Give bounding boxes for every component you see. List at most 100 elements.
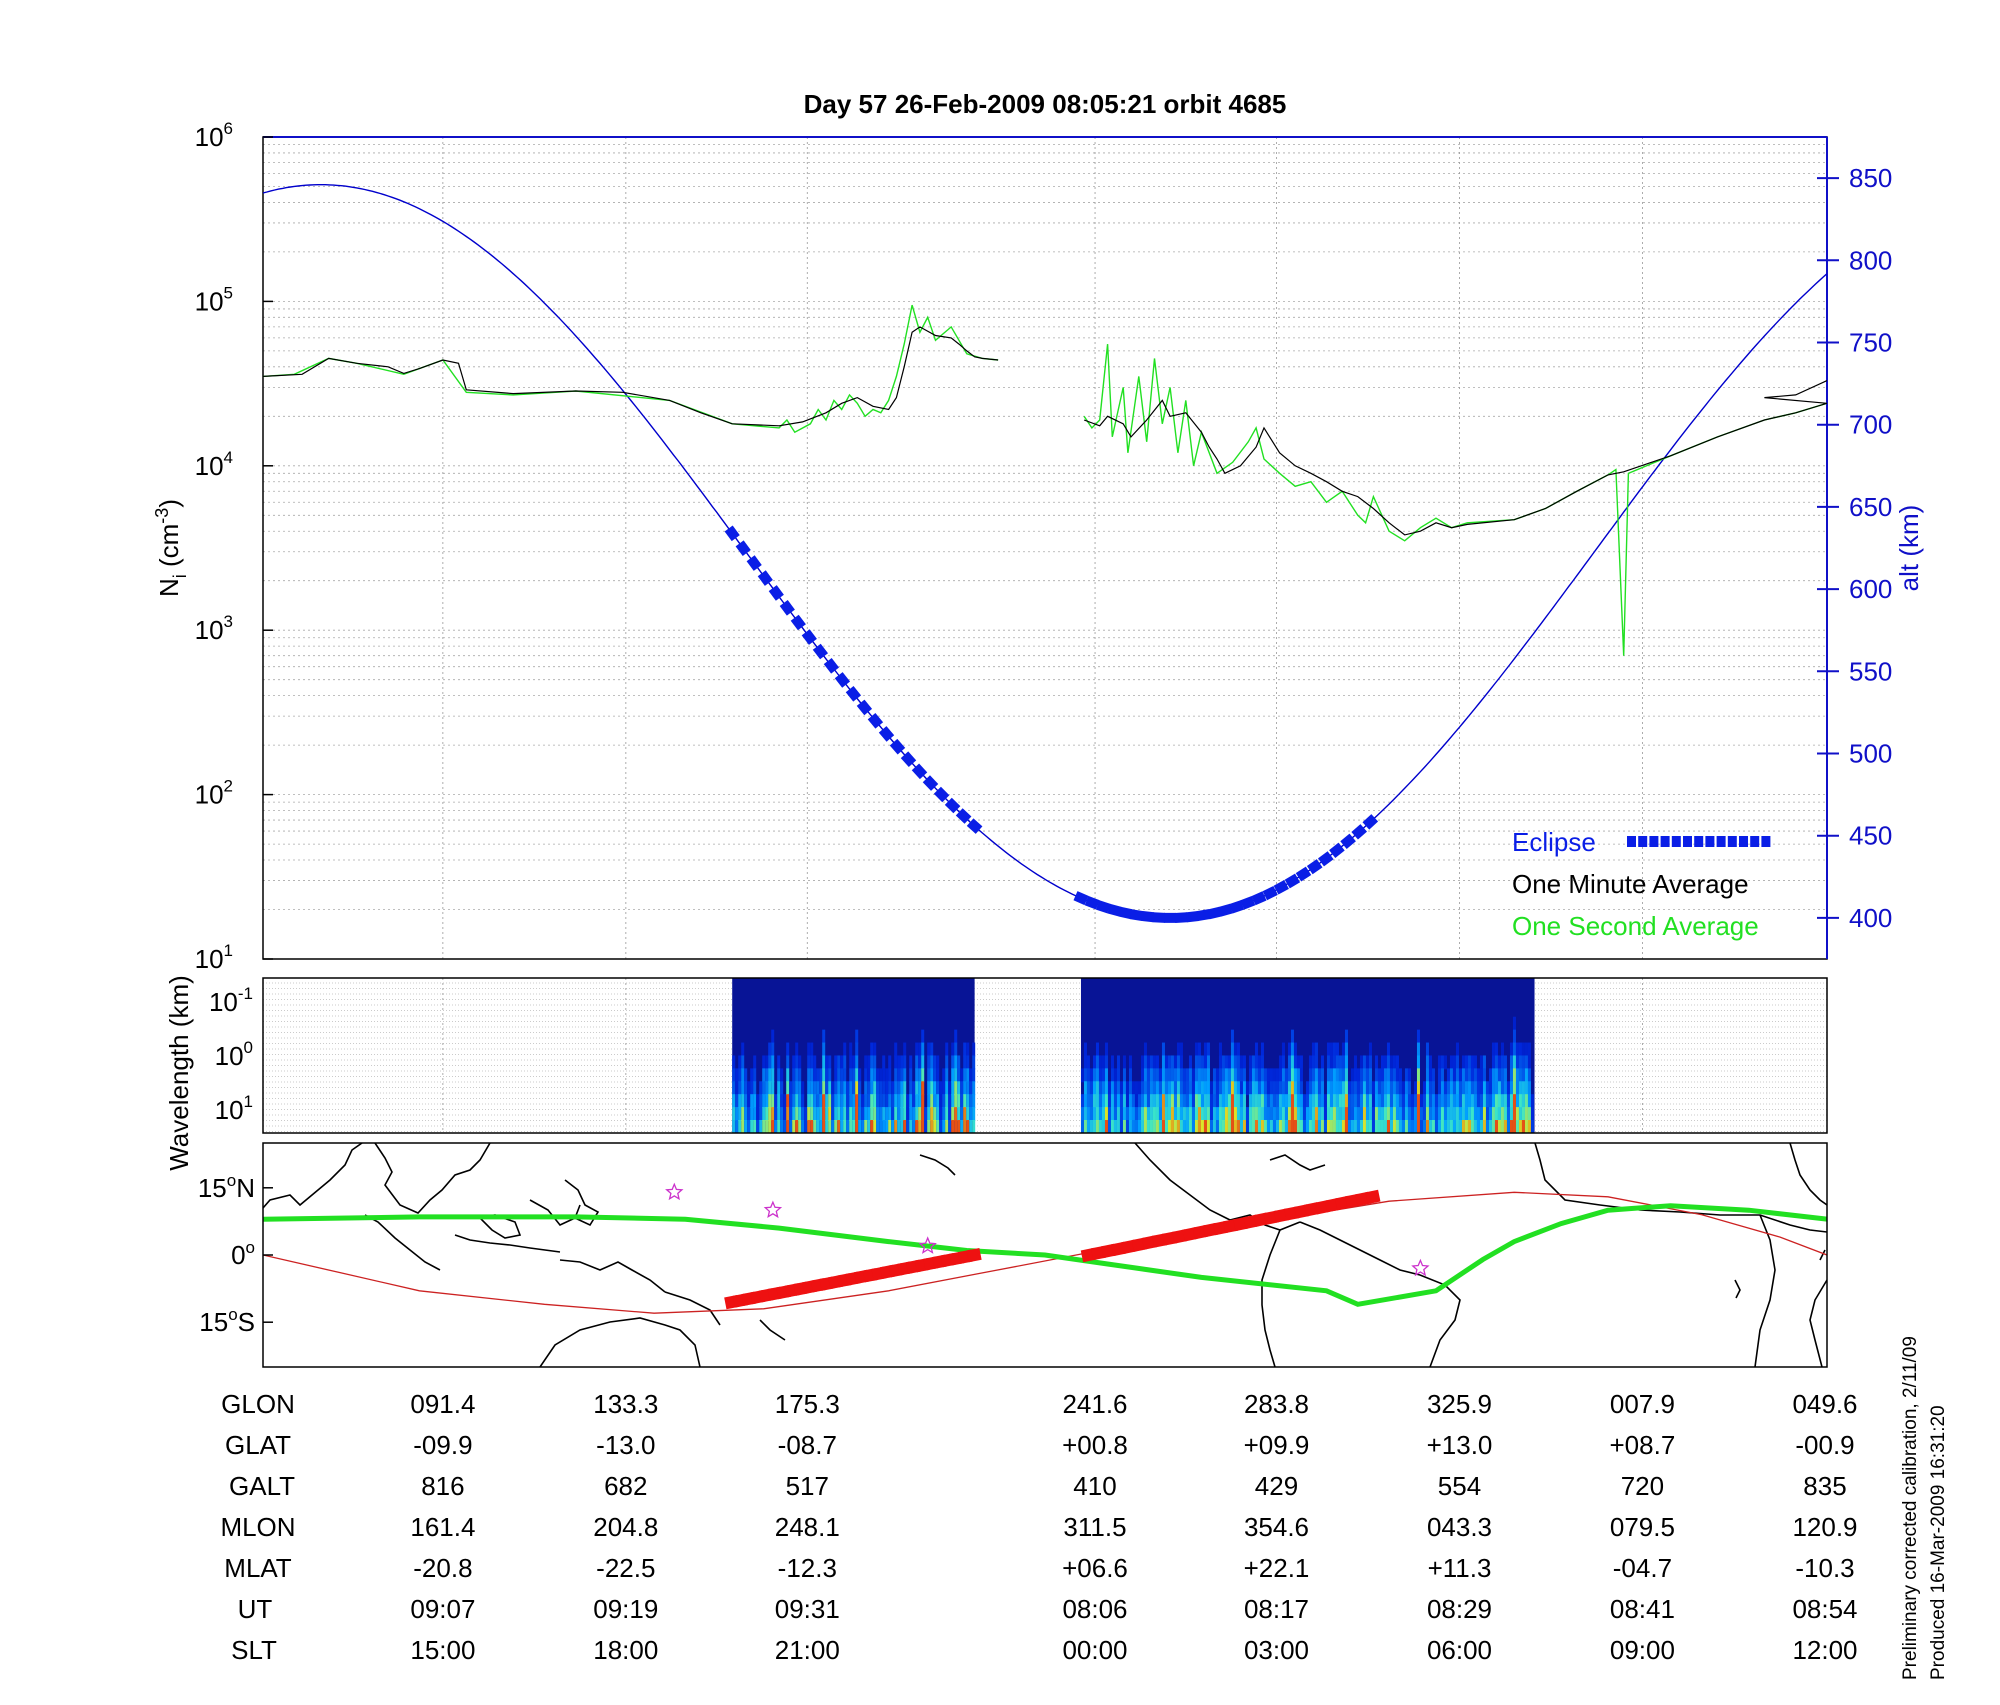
orbit-cell: 283.8	[1244, 1389, 1309, 1419]
spectrogram-cell	[1374, 1081, 1378, 1096]
spectrogram-cell	[945, 1055, 949, 1070]
spectrogram-cell	[1455, 1120, 1459, 1133]
spectrogram-cell	[1368, 1081, 1372, 1096]
spectrogram-cell	[897, 1081, 901, 1096]
spectrogram-cell	[828, 1081, 832, 1096]
spectrogram-cell	[1518, 1120, 1522, 1133]
spectrogram-cell	[1515, 1055, 1519, 1070]
spectrogram-cell	[1287, 1055, 1291, 1070]
legend-minute-label: One Minute Average	[1512, 869, 1749, 899]
spectrogram-cell	[738, 1107, 742, 1122]
spectrogram-cell	[930, 1068, 934, 1083]
spectrogram-cell	[1425, 1107, 1429, 1122]
spectrogram-cell	[1281, 1042, 1285, 1057]
spectrogram-cell	[969, 1094, 973, 1109]
map-star	[1411, 1258, 1430, 1277]
spectrogram-cell	[1191, 1068, 1195, 1083]
spectrogram-cell	[1383, 1055, 1387, 1070]
spectrogram-cell	[1416, 1068, 1420, 1083]
spectrogram-cell	[1521, 1120, 1525, 1133]
altitude-y-tick-label: 600	[1849, 574, 1892, 604]
spectrogram-cell	[1179, 1081, 1183, 1096]
spectrogram-cell	[1503, 1120, 1507, 1133]
spectrogram-cell	[798, 1081, 802, 1096]
spectrogram-cell	[1110, 1120, 1114, 1133]
spectrogram-cell	[1167, 1081, 1171, 1096]
coastline-segment	[559, 1259, 666, 1293]
orbit-cell: 12:00	[1792, 1635, 1857, 1665]
spectrogram-cell	[1371, 1081, 1375, 1096]
spectrogram-cell	[1320, 1068, 1324, 1083]
legend-eclipse-marker	[1705, 836, 1715, 847]
spectrogram-cell	[1449, 1081, 1453, 1096]
spectrogram-cell	[972, 1068, 976, 1083]
spectrogram-cell	[900, 1055, 904, 1070]
spectrogram-cell	[834, 1068, 838, 1083]
spectrogram-cell	[1500, 1055, 1504, 1070]
spectrogram-cell	[1425, 1042, 1429, 1057]
legend-eclipse-marker	[1649, 836, 1659, 847]
spectrogram-cell	[807, 1042, 811, 1057]
spectrogram-cell	[738, 1094, 742, 1109]
spectrogram-cell	[1317, 1068, 1321, 1083]
eclipse-marker	[735, 540, 751, 556]
spectrogram-cell	[1443, 1107, 1447, 1122]
spectrogram-cell	[858, 1120, 862, 1133]
spectrogram-cell	[1293, 1042, 1297, 1057]
spectrogram-cell	[1080, 1094, 1084, 1109]
spectrogram-cell	[972, 1042, 976, 1057]
spectrogram-cell	[1188, 1094, 1192, 1109]
spectrogram-cell	[1170, 1081, 1174, 1096]
one-minute-average-line	[263, 326, 1827, 536]
spectrogram-cell	[1422, 1094, 1426, 1109]
spectrogram-cell	[1317, 1120, 1321, 1133]
eclipse-marker	[1095, 900, 1111, 914]
spectrogram-cell	[1500, 1107, 1504, 1122]
orbit-cell: -12.3	[778, 1553, 837, 1583]
spectrogram-cell	[759, 1107, 763, 1122]
orbit-cell: 00:00	[1062, 1635, 1127, 1665]
spectrogram-cell	[1452, 1107, 1456, 1122]
spectrogram-cell	[1278, 1055, 1282, 1070]
spectrogram-cell	[735, 1120, 739, 1133]
spectrogram-cell	[1206, 1055, 1210, 1070]
spectrogram-cell	[1299, 1107, 1303, 1122]
spectrogram-cell	[1191, 1120, 1195, 1133]
spectrogram-cell	[873, 1107, 877, 1122]
spectrogram-cell	[1482, 1055, 1486, 1070]
spectrogram-cell	[828, 1055, 832, 1070]
spectrogram-cell	[816, 1120, 820, 1133]
spectrogram-cell	[1416, 1042, 1420, 1057]
spectrogram-cell	[1284, 1120, 1288, 1133]
spectrogram-cell	[1467, 1081, 1471, 1096]
spectrogram-cell	[966, 1094, 970, 1109]
eclipse-marker	[768, 585, 784, 601]
spectrogram-cell	[1140, 1120, 1144, 1133]
spectrogram-cell	[810, 1068, 814, 1083]
spectrogram-cell	[1116, 1055, 1120, 1070]
spectrogram-cell	[888, 1081, 892, 1096]
spectrogram-cell	[918, 1107, 922, 1122]
eclipse-marker	[1273, 880, 1289, 895]
spectrogram-cell	[945, 1094, 949, 1109]
spectrogram-cell	[1368, 1042, 1372, 1057]
spectrogram-cell	[1272, 1120, 1276, 1133]
spectrogram-cell	[1392, 1120, 1396, 1133]
orbit-cell: 354.6	[1244, 1512, 1309, 1542]
eclipse-marker	[1174, 912, 1188, 923]
spectrogram-cell	[1329, 1068, 1333, 1083]
spectrogram-cell	[1125, 1081, 1129, 1096]
spectrogram-cell	[1473, 1055, 1477, 1070]
spectrogram-cell	[786, 1094, 790, 1109]
spectrogram-cell	[954, 1107, 958, 1122]
density-gridlines	[263, 137, 1827, 959]
spectrogram-cell	[1449, 1107, 1453, 1122]
spectrogram-cell	[903, 1055, 907, 1070]
spectrogram-cell	[1194, 1055, 1198, 1070]
orbit-cell: 049.6	[1792, 1389, 1857, 1419]
spectrogram-cell	[1359, 1055, 1363, 1070]
spectrogram-cell	[1452, 1094, 1456, 1109]
spectrogram-cell	[1512, 1029, 1516, 1044]
spectrogram-cell	[888, 1107, 892, 1122]
